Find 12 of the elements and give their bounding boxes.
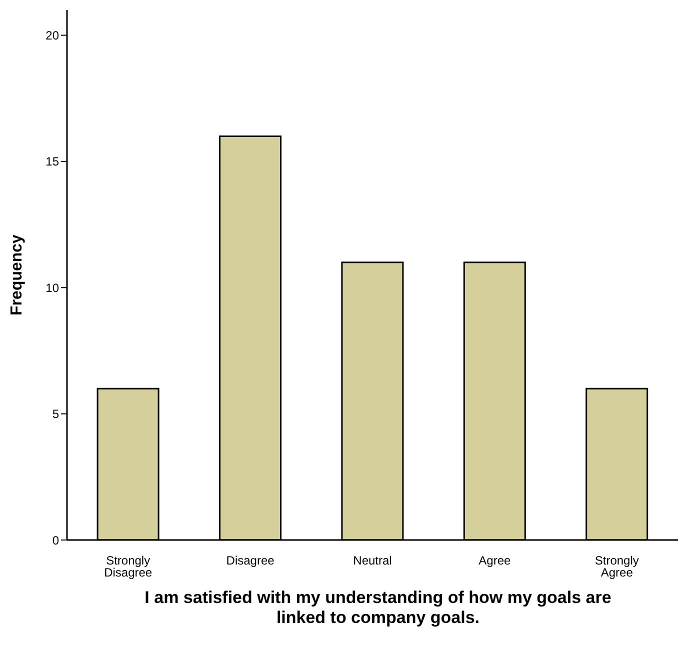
y-tick-label: 5 xyxy=(52,407,60,422)
y-tick-label: 0 xyxy=(52,533,60,548)
x-tick-label: Disagree xyxy=(226,554,275,568)
x-tick-label: Strongly Agree xyxy=(594,554,639,580)
y-tick-label: 20 xyxy=(46,28,60,42)
x-tick-label: Agree xyxy=(478,554,512,568)
x-tick-label: Strongly Disagree xyxy=(104,554,152,580)
y-tick-label: 10 xyxy=(46,280,60,295)
x-axis-title: I am satisfied with my understanding of how my goals are linked to company goals. xyxy=(144,588,612,628)
y-axis-title: Frequency xyxy=(8,234,26,316)
y-tick-label: 15 xyxy=(46,154,60,169)
x-tick-label: Neutral xyxy=(353,554,392,568)
